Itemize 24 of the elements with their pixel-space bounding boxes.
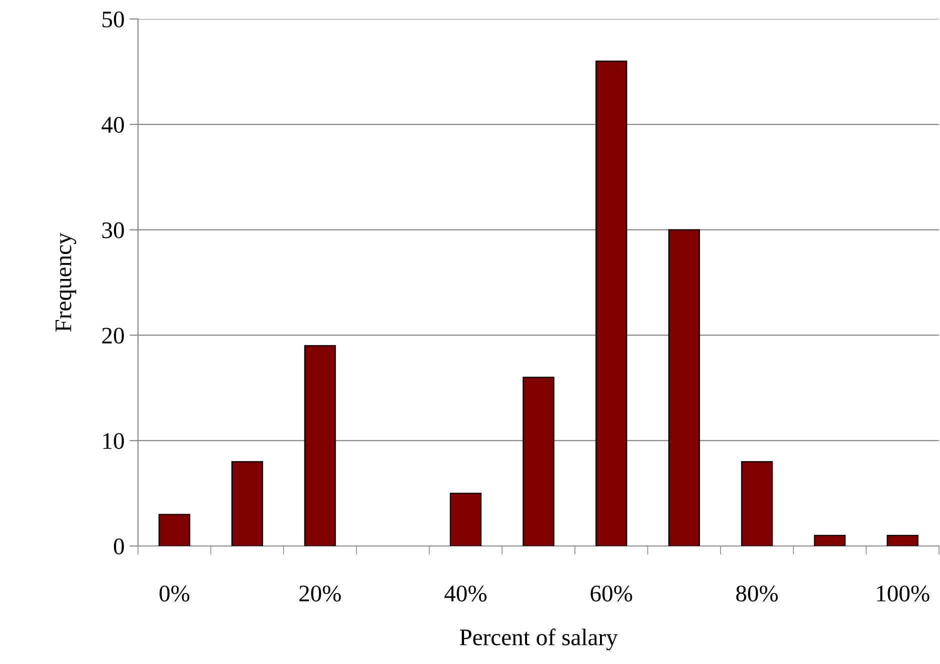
- bar: [304, 345, 336, 546]
- y-tick-label: 10: [103, 433, 124, 450]
- x-tick-label: 60%: [590, 586, 632, 602]
- x-axis-title: Percent of salary: [460, 628, 618, 650]
- bar: [741, 461, 773, 546]
- x-tick-label: 0%: [160, 586, 190, 602]
- bar: [158, 514, 190, 546]
- bar: [450, 492, 482, 546]
- x-tick-label: 20%: [299, 586, 341, 602]
- y-tick-label: 20: [102, 328, 124, 344]
- x-tick-label: 100%: [877, 586, 930, 602]
- y-tick-label: 0: [114, 538, 124, 554]
- bar: [886, 534, 918, 546]
- bar: [814, 534, 846, 546]
- bar: [595, 60, 628, 546]
- bar: [231, 461, 264, 546]
- y-tick-label: 50: [102, 11, 124, 28]
- y-axis-title: Frequency: [56, 232, 76, 332]
- bar: [668, 229, 700, 546]
- x-tick-label: 80%: [736, 586, 778, 602]
- x-tick-label: 40%: [444, 586, 487, 602]
- y-tick-label: 30: [102, 222, 124, 238]
- bar: [522, 376, 554, 546]
- y-tick-label: 40: [102, 116, 124, 133]
